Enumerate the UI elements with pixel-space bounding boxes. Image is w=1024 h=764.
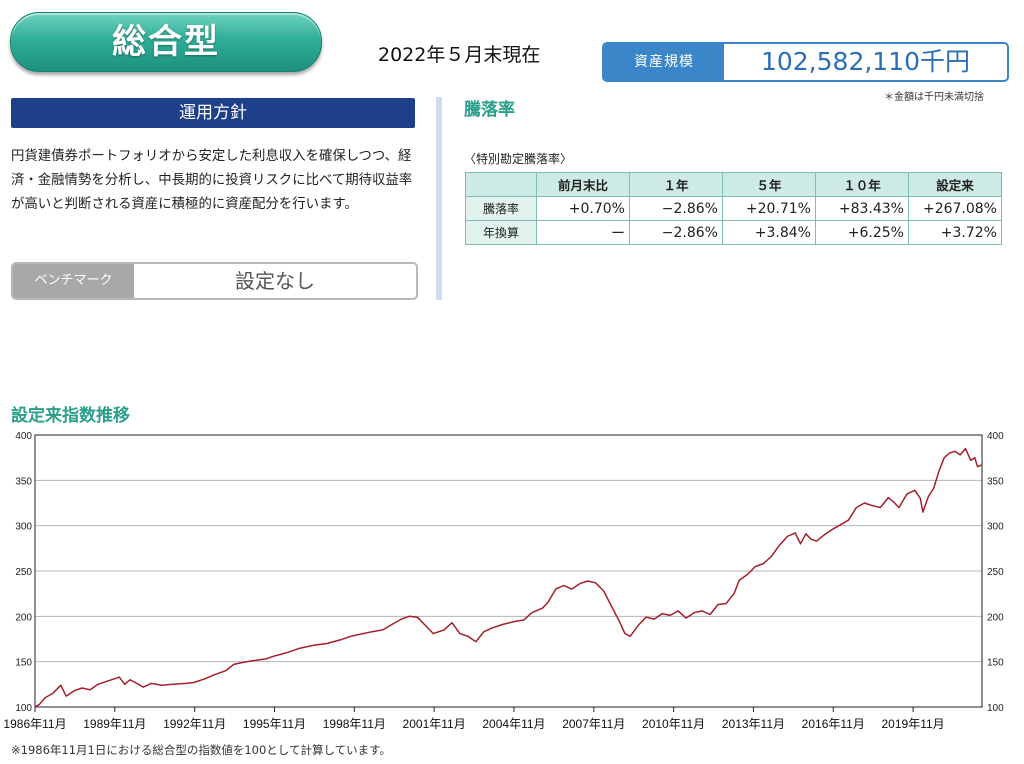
x-tick-label: 2010年11月 — [642, 717, 705, 731]
column-header: 設定来 — [908, 172, 1002, 197]
y-tick-label-left: 200 — [15, 612, 32, 623]
x-tick-label: 2013年11月 — [722, 717, 785, 731]
y-tick-label-left: 350 — [15, 476, 32, 487]
table-cell: ー — [536, 220, 630, 245]
section-divider — [436, 97, 442, 300]
y-tick-label-left: 150 — [15, 658, 32, 669]
chart-footnote: ※1986年11月1日における総合型の指数値を100として計算しています。 — [11, 743, 391, 757]
corner-cell — [465, 172, 537, 197]
table-cell: −2.86% — [629, 196, 723, 221]
index-line — [34, 447, 983, 708]
y-tick-label-right: 250 — [987, 567, 1004, 578]
table-cell: +6.25% — [815, 220, 909, 245]
asset-size-value: 102,582,110千円 — [760, 47, 971, 76]
index-chart: 100 100 150 150 200 200 250 250 300 300 350 350 400 4… — [3, 431, 1004, 731]
column-header: １０年 — [815, 172, 909, 197]
x-tick-label: 2019年11月 — [882, 717, 945, 731]
y-tick-label-right: 200 — [987, 612, 1004, 623]
y-tick-label-right: 400 — [987, 431, 1004, 442]
table-cell: +267.08% — [908, 196, 1002, 221]
y-tick-label-left: 400 — [15, 431, 32, 442]
x-tick-label: 1998年11月 — [323, 717, 386, 731]
x-tick-label: 1986年11月 — [3, 717, 66, 731]
column-header: 前月末比 — [536, 172, 630, 197]
column-header: １年 — [629, 172, 723, 197]
returns-heading: 騰落率 — [464, 100, 515, 120]
benchmark-label: ベンチマーク — [13, 264, 134, 298]
policy-heading: 運用方針 — [11, 98, 415, 128]
x-tick-label: 1992年11月 — [163, 717, 226, 731]
x-tick-label: 2007年11月 — [562, 717, 625, 731]
x-tick-label: 2004年11月 — [482, 717, 545, 731]
benchmark-box: ベンチマーク 設定なし — [11, 262, 418, 300]
y-tick-label-left: 300 — [15, 522, 32, 533]
table-row: 年換算 ー −2.86% +3.84% +6.25% +3.72% — [465, 220, 1002, 245]
returns-table: 前月末比 １年 ５年 １０年 設定来 騰落率 +0.70% −2.86% +20… — [465, 172, 1002, 245]
x-tick-label: 2001年11月 — [403, 717, 466, 731]
y-tick-label-right: 100 — [987, 703, 1004, 714]
fund-title: 総合型 — [112, 22, 220, 62]
asset-size-box: 資産規模 102,582,110千円 — [602, 42, 1009, 82]
row-label: 騰落率 — [465, 196, 537, 221]
policy-text: 円貨建債券ポートフォリオから安定した利息収入を確保しつつ、経済・金融情勢を分析し… — [11, 149, 413, 212]
returns-subheading: 〈特別勘定騰落率〉 — [464, 152, 573, 166]
y-tick-label-left: 100 — [15, 703, 32, 714]
asset-size-label: 資産規模 — [604, 44, 724, 80]
y-tick-label-left: 250 — [15, 567, 32, 578]
table-cell: +3.72% — [908, 220, 1002, 245]
title-pill: 総合型 — [10, 12, 322, 72]
y-tick-label-right: 350 — [987, 476, 1004, 487]
table-cell: +20.71% — [722, 196, 816, 221]
y-tick-label-right: 150 — [987, 658, 1004, 669]
plot-frame — [34, 434, 983, 708]
x-tick-label: 1995年11月 — [243, 717, 306, 731]
x-tick-label: 2016年11月 — [802, 717, 865, 731]
y-tick-label-right: 300 — [987, 522, 1004, 533]
table-cell: +3.84% — [722, 220, 816, 245]
as-of-date: 2022年５月末現在 — [378, 44, 541, 66]
table-row: 騰落率 +0.70% −2.86% +20.71% +83.43% +267.0… — [465, 196, 1002, 221]
asset-size-note: ＊金額は千円未満切捨 — [884, 92, 984, 103]
returns-header-row: 前月末比 １年 ５年 １０年 設定来 — [465, 172, 1002, 197]
x-tick-label: 1989年11月 — [83, 717, 146, 731]
chart-title: 設定来指数推移 — [11, 406, 130, 426]
row-label: 年換算 — [465, 220, 537, 245]
table-cell: +83.43% — [815, 196, 909, 221]
column-header: ５年 — [722, 172, 816, 197]
table-cell: −2.86% — [629, 220, 723, 245]
benchmark-value: 設定なし — [235, 269, 315, 293]
table-cell: +0.70% — [536, 196, 630, 221]
